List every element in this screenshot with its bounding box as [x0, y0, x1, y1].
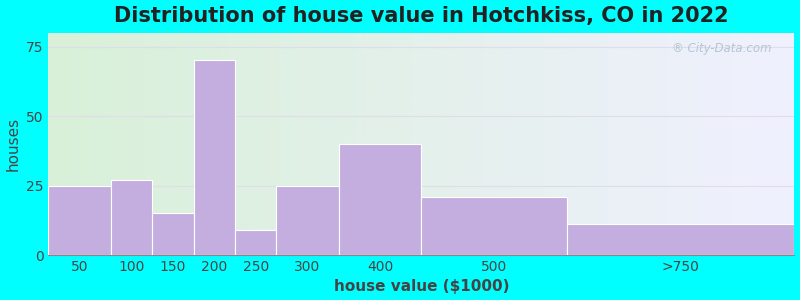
Bar [338, 144, 422, 255]
Y-axis label: houses: houses [6, 117, 21, 171]
Bar [566, 224, 794, 255]
X-axis label: house value ($1000): house value ($1000) [334, 279, 510, 294]
Bar [422, 197, 566, 255]
Bar [152, 213, 194, 255]
Bar [49, 185, 110, 255]
Bar [277, 185, 338, 255]
Text: ® City-Data.com: ® City-Data.com [673, 42, 772, 55]
Bar [194, 61, 235, 255]
Title: Distribution of house value in Hotchkiss, CO in 2022: Distribution of house value in Hotchkiss… [114, 6, 729, 26]
Bar [235, 230, 277, 255]
Bar [110, 180, 152, 255]
